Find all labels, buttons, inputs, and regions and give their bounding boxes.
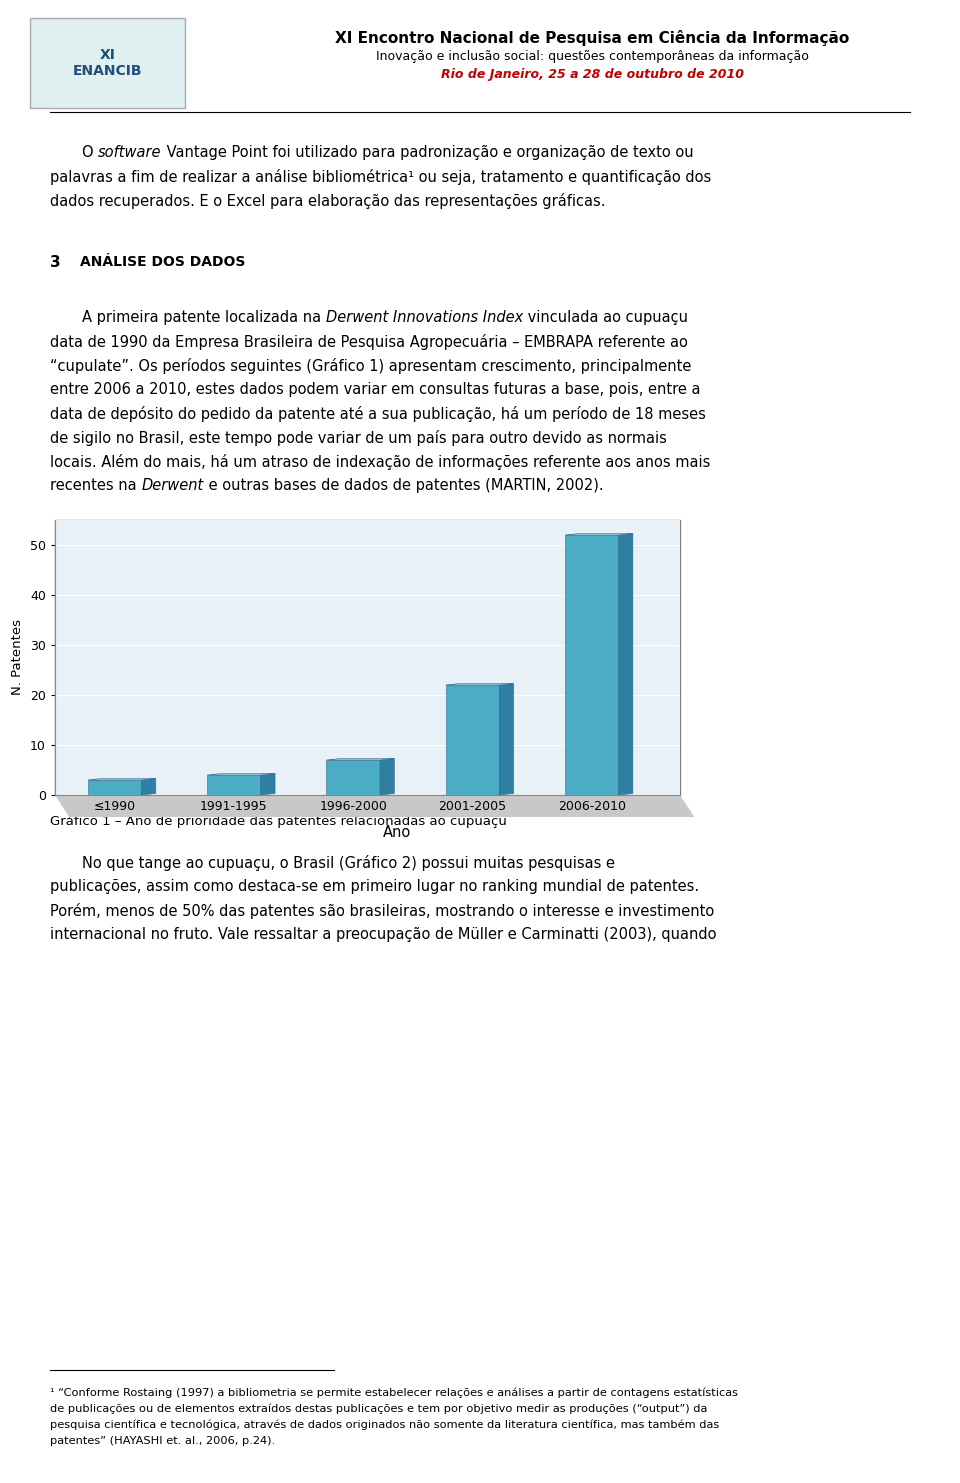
Text: O: O [82, 145, 98, 160]
Polygon shape [445, 684, 514, 685]
Polygon shape [261, 774, 276, 795]
Text: locais. Além do mais, há um atraso de indexação de informações referente aos ano: locais. Além do mais, há um atraso de in… [50, 454, 710, 470]
Text: e outras bases de dados de patentes (MARTIN, 2002).: e outras bases de dados de patentes (MAR… [204, 478, 603, 492]
Polygon shape [499, 684, 514, 795]
Polygon shape [141, 779, 156, 795]
Y-axis label: N. Patentes: N. Patentes [12, 620, 24, 696]
Text: dados recuperados. E o Excel para elaboração das representações gráficas.: dados recuperados. E o Excel para elabor… [50, 193, 606, 209]
Text: Derwent: Derwent [141, 478, 204, 492]
Text: 3: 3 [50, 255, 60, 270]
Text: Inovação e inclusão social: questões contemporâneas da informação: Inovação e inclusão social: questões con… [376, 50, 809, 62]
Bar [326, 759, 380, 795]
Text: ANÁLISE DOS DADOS: ANÁLISE DOS DADOS [80, 255, 246, 268]
Text: publicações, assim como destaca-se em primeiro lugar no ranking mundial de paten: publicações, assim como destaca-se em pr… [50, 879, 699, 894]
Text: A primeira patente localizada na: A primeira patente localizada na [82, 310, 325, 325]
Polygon shape [87, 779, 156, 780]
Text: Derwent Innovations Index: Derwent Innovations Index [325, 310, 523, 325]
Text: patentes” (HAYASHI et. al., 2006, p.24).: patentes” (HAYASHI et. al., 2006, p.24). [50, 1436, 276, 1446]
Text: internacional no fruto. Vale ressaltar a preocupação de Müller e Carminatti (200: internacional no fruto. Vale ressaltar a… [50, 927, 716, 942]
Text: de sigilo no Brasil, este tempo pode variar de um país para outro devido as norm: de sigilo no Brasil, este tempo pode var… [50, 430, 667, 446]
Bar [445, 685, 499, 795]
Polygon shape [380, 758, 395, 795]
Text: Porém, menos de 50% das patentes são brasileiras, mostrando o interesse e invest: Porém, menos de 50% das patentes são bra… [50, 903, 714, 919]
Text: de publicações ou de elementos extraídos destas publicações e tem por objetivo m: de publicações ou de elementos extraídos… [50, 1404, 708, 1415]
Bar [564, 535, 618, 795]
Text: recentes na: recentes na [50, 478, 141, 492]
FancyBboxPatch shape [55, 521, 680, 795]
Polygon shape [207, 774, 276, 776]
Text: Vantage Point foi utilizado para padronização e organização de texto ou: Vantage Point foi utilizado para padroni… [161, 145, 693, 160]
Text: Ano: Ano [383, 825, 412, 839]
Text: palavras a fim de realizar a análise bibliométrica¹ ou seja, tratamento e quanti: palavras a fim de realizar a análise bib… [50, 169, 711, 185]
Text: data de depósito do pedido da patente até a sua publicação, há um período de 18 : data de depósito do pedido da patente at… [50, 406, 706, 423]
Polygon shape [618, 534, 633, 795]
Polygon shape [564, 534, 633, 535]
Text: software: software [98, 145, 161, 160]
Text: pesquisa científica e tecnológica, através de dados originados não somente da li: pesquisa científica e tecnológica, atrav… [50, 1421, 719, 1431]
Polygon shape [55, 795, 694, 817]
Text: vinculada ao cupuaçu: vinculada ao cupuaçu [523, 310, 688, 325]
Text: XI
ENANCIB: XI ENANCIB [73, 47, 142, 79]
Text: No que tange ao cupuaçu, o Brasil (Gráfico 2) possui muitas pesquisas e: No que tange ao cupuaçu, o Brasil (Gráfi… [82, 856, 615, 871]
Text: Gráfico 1 – Ano de prioridade das patentes relacionadas ao cupuaçu: Gráfico 1 – Ano de prioridade das patent… [50, 816, 507, 828]
Text: ¹ “Conforme Rostaing (1997) a bibliometria se permite estabelecer relações e aná: ¹ “Conforme Rostaing (1997) a bibliometr… [50, 1388, 738, 1398]
Text: data de 1990 da Empresa Brasileira de Pesquisa Agropecuária – EMBRAPA referente : data de 1990 da Empresa Brasileira de Pe… [50, 334, 688, 350]
Bar [30, 18, 185, 108]
Text: XI Encontro Nacional de Pesquisa em Ciência da Informação: XI Encontro Nacional de Pesquisa em Ciên… [335, 30, 850, 46]
Text: “cupulate”. Os períodos seguintes (Gráfico 1) apresentam crescimento, principalm: “cupulate”. Os períodos seguintes (Gráfi… [50, 357, 691, 374]
Bar [207, 776, 261, 795]
Bar [87, 780, 141, 795]
Polygon shape [326, 758, 395, 759]
Text: Rio de Janeiro, 25 a 28 de outubro de 2010: Rio de Janeiro, 25 a 28 de outubro de 20… [441, 68, 744, 82]
Text: entre 2006 a 2010, estes dados podem variar em consultas futuras a base, pois, e: entre 2006 a 2010, estes dados podem var… [50, 383, 701, 397]
